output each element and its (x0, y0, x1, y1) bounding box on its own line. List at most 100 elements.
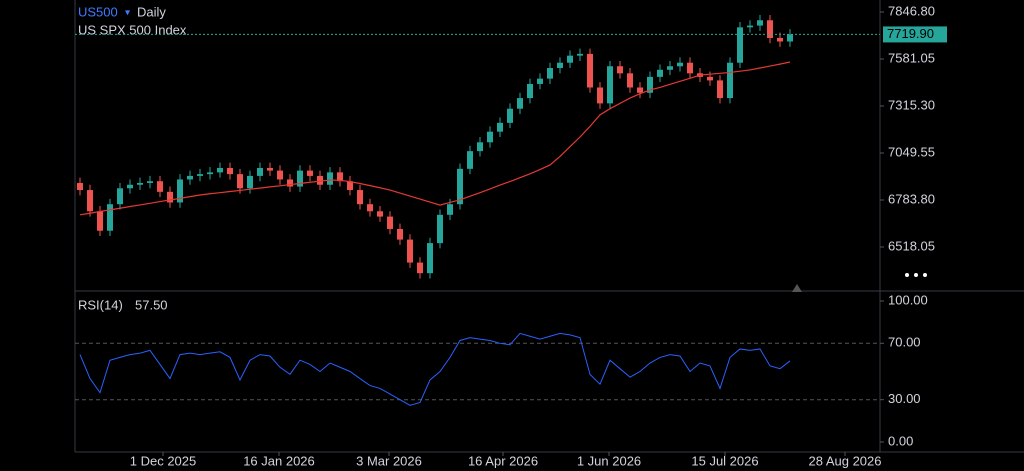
candle-body (427, 243, 433, 274)
interval[interactable]: Daily (137, 4, 166, 19)
candle-body (187, 175, 193, 180)
candle-body (567, 55, 573, 63)
candle-body (447, 204, 453, 215)
candle-body (137, 182, 143, 185)
candle-body (727, 62, 733, 99)
y-tick-label: 6783.80 (888, 191, 935, 206)
y-tick-label: 7581.05 (888, 50, 935, 65)
candle-body (277, 170, 283, 180)
last-price-box (883, 26, 947, 43)
candle-body (787, 34, 793, 42)
y-tick-label: 7846.80 (888, 3, 935, 18)
candle-body (527, 83, 533, 99)
candle-body (117, 188, 123, 205)
candle-body (387, 216, 393, 229)
candle-body (147, 181, 153, 183)
candle-body (757, 20, 763, 26)
candle-body (637, 87, 643, 93)
x-tick-label: 16 Jan 2026 (243, 453, 315, 468)
scroll-marker (792, 284, 802, 292)
candle-body (397, 228, 403, 240)
candle-body (407, 239, 413, 263)
candle-body (167, 191, 173, 203)
candle-body (487, 131, 493, 143)
candle-body (127, 184, 133, 189)
candle-body (617, 66, 623, 74)
candle-body (77, 182, 83, 191)
more-menu[interactable] (905, 273, 927, 277)
candle-body (217, 167, 223, 173)
candle-body (177, 179, 183, 203)
y-tick-label: 6518.05 (888, 238, 935, 253)
candle-body (777, 37, 783, 42)
x-tick-label: 28 Aug 2026 (808, 453, 881, 468)
candle-body (237, 174, 243, 189)
x-tick-label: 1 Dec 2025 (130, 453, 197, 468)
candle-body (677, 62, 683, 67)
candle-body (547, 68, 553, 79)
y-tick-label: 7049.55 (888, 144, 935, 159)
candle-body (87, 190, 93, 212)
candle-body (767, 20, 773, 38)
candle-body (357, 190, 363, 205)
candle-body (207, 172, 213, 175)
candle-body (377, 211, 383, 217)
x-tick-label: 1 Jun 2026 (577, 453, 641, 468)
candle-body (717, 80, 723, 99)
dot (905, 273, 909, 277)
y-tick-label: 0.00 (888, 433, 913, 448)
candle-body (627, 73, 633, 88)
dot (923, 273, 927, 277)
candle-body (337, 172, 343, 182)
candle-body (197, 174, 203, 176)
y-tick-label: 7315.30 (888, 97, 935, 112)
moving-average (79, 61, 791, 216)
candle-body (737, 27, 743, 63)
dot (914, 273, 918, 277)
candle-body (307, 170, 313, 176)
candle-body (417, 262, 423, 274)
candle-body (437, 214, 443, 244)
candle-body (477, 142, 483, 152)
x-tick-label: 15 Jul 2026 (691, 453, 758, 468)
candle-body (107, 204, 113, 231)
x-tick-label: 3 Mar 2026 (356, 453, 422, 468)
candle-body (597, 87, 603, 104)
candle-body (97, 211, 103, 231)
candle-body (267, 167, 273, 171)
y-tick-label: 100.00 (888, 292, 928, 307)
candle-body (667, 66, 673, 70)
x-tick-label: 16 Apr 2026 (468, 453, 538, 468)
candle-body (647, 76, 653, 93)
symbol[interactable]: US500 (78, 4, 118, 19)
candle-body (317, 175, 323, 185)
symbol-dropdown[interactable]: ▾ (125, 8, 130, 19)
candle-body (347, 181, 353, 191)
candle-body (587, 53, 593, 88)
rsi-value: 57.50 (135, 297, 168, 312)
last-price-label: 7719.90 (887, 26, 934, 41)
candle-body (257, 167, 263, 176)
candle-body (467, 151, 473, 169)
candle-body (457, 168, 463, 205)
candle-body (557, 62, 563, 69)
candle-body (157, 181, 163, 192)
candle-body (747, 25, 753, 28)
candle-body (497, 122, 503, 132)
candle-body (517, 98, 523, 109)
candle-body (537, 78, 543, 84)
subtitle: US SPX 500 Index (78, 22, 187, 37)
y-tick-label: 30.00 (888, 391, 921, 406)
candle-body (247, 175, 253, 189)
candle-body (367, 204, 373, 212)
rsi-line (79, 332, 791, 406)
y-tick-label: 70.00 (888, 335, 921, 350)
candle-body (227, 167, 233, 175)
candle-body (687, 62, 693, 74)
candle-body (607, 66, 613, 104)
candle-body (507, 108, 513, 123)
candle-body (577, 53, 583, 56)
candle-body (327, 172, 333, 185)
